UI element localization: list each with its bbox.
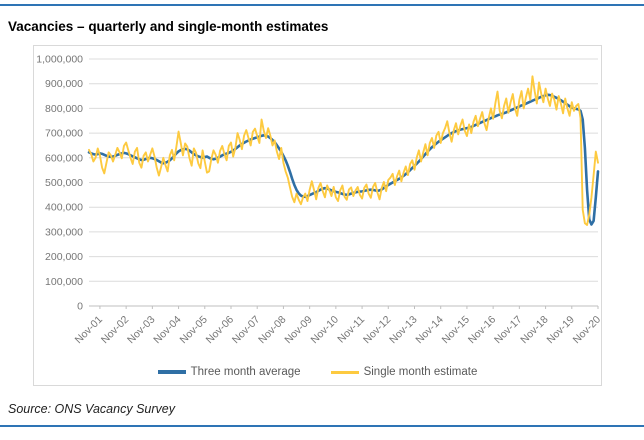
x-axis-tick-label: Nov-04	[151, 314, 184, 346]
x-axis-tick-label: Nov-12	[361, 314, 394, 346]
single-month-estimate-line	[88, 75, 599, 226]
vacancies-chart: 0 100,000 200,000 300,000 400,000 500,000 600,…	[33, 45, 602, 386]
x-axis-tick-label: Nov-02	[99, 314, 132, 346]
y-axis-tick-label: 400,000	[45, 202, 83, 214]
x-axis-tick-label: Nov-20	[571, 314, 601, 346]
x-axis-tick-label: Nov-18	[518, 314, 551, 346]
legend-item-three-month: Three month average	[157, 366, 301, 378]
x-axis-tick-label: Nov-10	[309, 314, 342, 346]
x-axis-tick-label: Nov-16	[466, 314, 499, 346]
legend-item-single-month: Single month estimate	[330, 366, 478, 378]
chart-legend: Three month average Single month estimat…	[34, 366, 601, 378]
y-axis-tick-label: 100,000	[45, 276, 83, 288]
x-axis-tick-label: Nov-03	[125, 314, 158, 346]
page-title: Vacancies – quarterly and single-month e…	[8, 19, 329, 35]
x-axis-tick-label: Nov-06	[204, 314, 237, 346]
x-axis-tick-label: Nov-08	[256, 314, 289, 346]
x-axis-tick-label: Nov-07	[230, 314, 263, 346]
x-axis-tick-label: Nov-14	[413, 314, 446, 346]
x-axis-tick-label: Nov-15	[440, 314, 473, 346]
x-axis-tick-label: Nov-09	[282, 314, 315, 346]
chart-plot-area: 0 100,000 200,000 300,000 400,000 500,000 600,…	[36, 54, 601, 347]
y-axis-tick-label: 700,000	[45, 128, 83, 140]
top-accent-rule	[0, 4, 644, 6]
y-axis-tick-label: 0	[77, 301, 83, 313]
x-axis-tick-label: Nov-17	[492, 314, 525, 346]
y-axis-tick-label: 800,000	[45, 103, 83, 115]
y-axis-tick-label: 300,000	[45, 226, 83, 238]
source-note: Source: ONS Vacancy Survey	[8, 402, 175, 416]
legend-label-single-month: Single month estimate	[363, 366, 478, 378]
x-axis-tick-label: Nov-05	[177, 314, 210, 346]
x-axis-tick-label: Nov-01	[73, 314, 106, 346]
y-axis-tick-label: 500,000	[45, 177, 83, 189]
y-axis-tick-label: 600,000	[45, 152, 83, 164]
y-axis-tick-label: 900,000	[45, 78, 83, 90]
x-axis-tick-label: Nov-19	[544, 314, 577, 346]
legend-swatch-single-month	[330, 370, 359, 374]
x-axis-tick-label: Nov-13	[387, 314, 420, 346]
y-axis-tick-label: 1,000,000	[36, 54, 83, 66]
three-month-average-line	[87, 93, 600, 226]
bottom-accent-rule	[0, 425, 644, 427]
legend-swatch-three-month	[157, 370, 186, 374]
legend-label-three-month: Three month average	[190, 366, 301, 378]
y-axis-tick-label: 200,000	[45, 251, 83, 263]
x-axis-tick-label: Nov-11	[335, 314, 367, 346]
